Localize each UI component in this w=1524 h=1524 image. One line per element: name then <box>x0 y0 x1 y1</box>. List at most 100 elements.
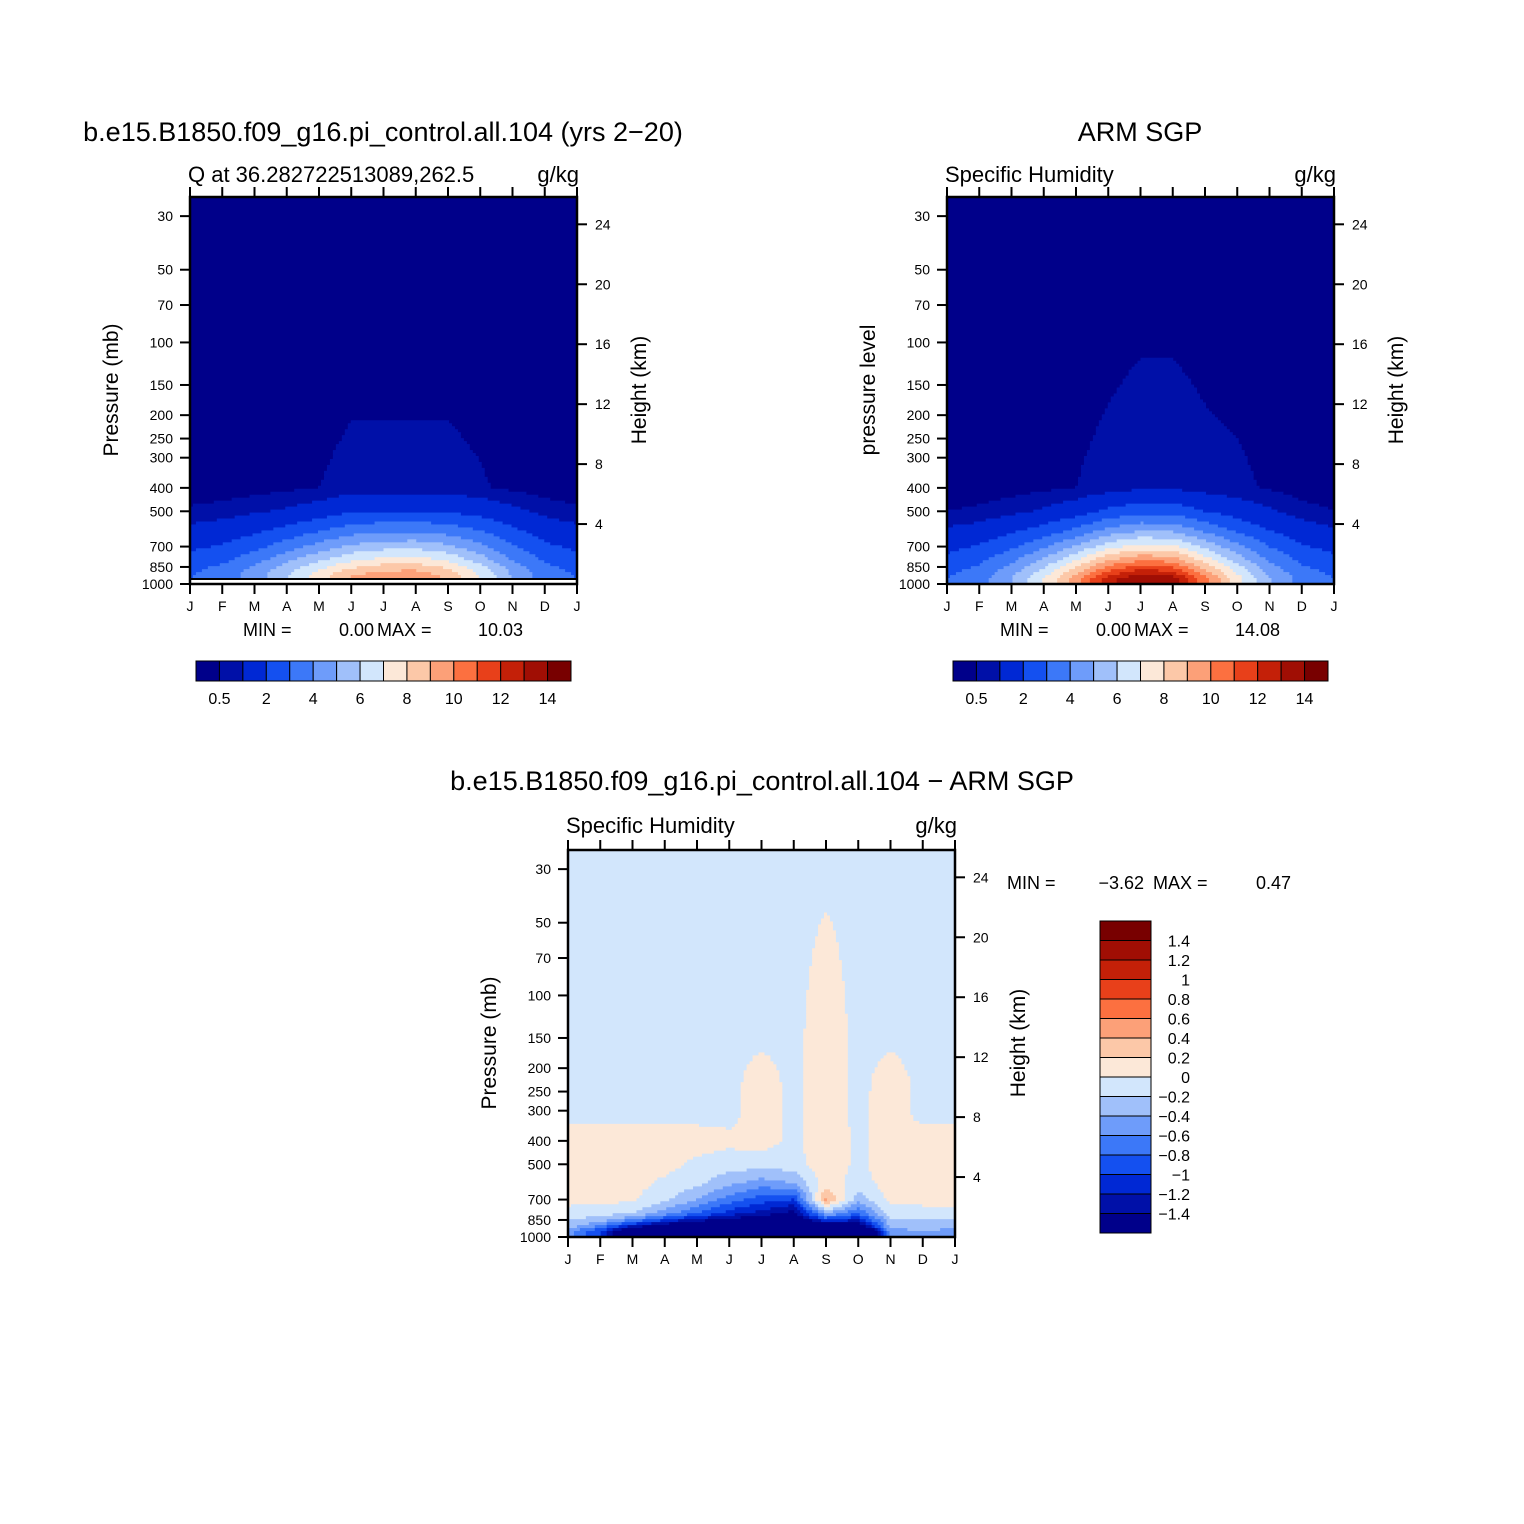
diff-contour-cell <box>818 933 837 937</box>
obs-right-axis-label: Height (km) <box>1385 336 1408 445</box>
model-contour-cell <box>261 530 319 534</box>
model-contour-cell <box>190 325 577 329</box>
obs-contour-cell <box>1098 423 1225 427</box>
obs-contour-cell <box>1095 557 1121 561</box>
diff-contour-cell <box>746 1168 783 1173</box>
model-contour-cell <box>326 467 486 472</box>
diff-contour-cell <box>847 1168 870 1173</box>
diff-contour-cell <box>710 1207 736 1211</box>
diff-contour-cell <box>868 1168 955 1173</box>
diff-colorbar-label: 0.8 <box>1168 992 1190 1009</box>
obs-contour-cell <box>947 235 1334 240</box>
diff-contour-cell <box>782 1085 804 1089</box>
diff-title: b.e15.B1850.f09_g16.pi_control.all.104 −… <box>450 766 1074 796</box>
model-subtitle: Q at 36.282722513089,262.5 <box>188 162 474 187</box>
obs-contour-cell <box>1265 557 1293 561</box>
diff-contour-cell <box>568 897 955 902</box>
obs-contour-cell <box>1283 569 1320 573</box>
obs-contour-cell <box>947 268 1334 273</box>
diff-contour-cell <box>853 1198 870 1202</box>
diff-contour-cell <box>568 978 810 982</box>
obs-contour-cell <box>1024 566 1046 570</box>
model-contour-cell <box>338 494 468 499</box>
diff-contour-cell <box>803 1144 852 1149</box>
diff-contour-cell <box>707 1192 736 1196</box>
diff-contour-cell <box>803 1028 849 1033</box>
diff-contour-cell <box>568 1067 748 1071</box>
diff-contour-cell <box>568 909 955 914</box>
diff-contour-cell <box>877 1204 923 1208</box>
diff-contour-cell <box>803 1108 849 1113</box>
diff-contour-cell <box>824 1207 834 1211</box>
model-contour-cell <box>190 500 215 505</box>
diff-contour-cell <box>568 1103 742 1107</box>
diff-contour-cell <box>568 1106 742 1110</box>
diff-contour-cell <box>847 1171 873 1176</box>
obs-contour-cell <box>1200 572 1213 576</box>
obs-contour-cell <box>947 256 1334 261</box>
diff-contour-cell <box>642 1225 867 1229</box>
diff-contour-cell <box>568 960 813 964</box>
obs-colorbar-label: 6 <box>1113 691 1122 708</box>
diff-contour-cell <box>898 1055 955 1059</box>
diff-contour-cell <box>725 1195 757 1199</box>
obs-contour-cell <box>949 551 1005 555</box>
diff-contour-cell <box>883 1228 888 1232</box>
model-contour-cell <box>499 536 539 540</box>
model-contour-cell <box>231 539 283 543</box>
diff-contour-cell <box>853 1195 867 1199</box>
diff-contour-cell <box>666 1174 718 1179</box>
diff-contour-cell <box>568 882 955 887</box>
obs-contour-cell <box>1063 572 1079 576</box>
model-max-label: MAX = <box>377 620 432 640</box>
obs-contour-cell <box>1289 554 1334 558</box>
obs-contour-cell <box>1241 554 1261 558</box>
obs-contour-cell <box>1098 420 1222 424</box>
obs-contour-cell <box>947 229 1334 234</box>
diff-contour-cell <box>829 918 955 923</box>
diff-contour-cell <box>868 1094 911 1098</box>
diff-contour-cell <box>812 1219 822 1223</box>
obs-contour-cell <box>1194 575 1207 579</box>
obs-contour-cell <box>1182 488 1273 493</box>
obs-contour-cell <box>947 327 1334 332</box>
obs-contour-cell <box>1226 557 1246 561</box>
diff-contour-cell <box>880 1189 955 1193</box>
diff-contour-cell <box>568 1088 742 1092</box>
obs-contour-cell <box>947 197 1334 201</box>
diff-contour-cell <box>913 1114 955 1119</box>
obs-contour-cell <box>1197 518 1243 523</box>
obs-contour-cell <box>947 563 981 567</box>
diff-contour-cell <box>803 1091 849 1095</box>
diff-contour-cell <box>568 1013 807 1018</box>
model-contour-cell <box>258 548 295 552</box>
diff-contour-cell <box>568 1108 742 1113</box>
model-contour-cell <box>341 569 402 573</box>
obs-contour-cell <box>1238 438 1334 442</box>
model-contour-cell <box>416 569 453 573</box>
diff-y-tick-label: 150 <box>528 1030 552 1046</box>
obs-contour-cell <box>1331 575 1334 579</box>
diff-contour-cell <box>847 1117 870 1122</box>
obs-contour-cell <box>947 405 1109 409</box>
model-contour-cell <box>297 521 376 526</box>
diff-contour-cell <box>568 927 819 931</box>
obs-contour-cell <box>1197 387 1334 392</box>
model-contour-cell <box>255 563 283 567</box>
diff-contour-cell <box>803 1073 849 1077</box>
diff-contour-cell <box>642 1219 661 1223</box>
model-contour-cell <box>190 521 197 526</box>
obs-contour-cell <box>970 566 1005 570</box>
diff-subtitle: Specific Humidity <box>566 813 735 838</box>
obs-contour-cell <box>947 402 1109 406</box>
model-contour-cell <box>490 485 577 490</box>
obs-contour-cell <box>1220 420 1334 424</box>
model-contour-cell <box>190 453 334 457</box>
diff-contour-cell <box>568 1058 754 1062</box>
diff-contour-cell <box>568 1204 572 1208</box>
model-contour-cell <box>190 450 334 454</box>
obs-contour-cell <box>1289 536 1334 540</box>
model-contour-cell <box>285 524 346 529</box>
diff-contour-cell <box>835 939 955 943</box>
diff-contour-cell <box>803 1106 849 1110</box>
